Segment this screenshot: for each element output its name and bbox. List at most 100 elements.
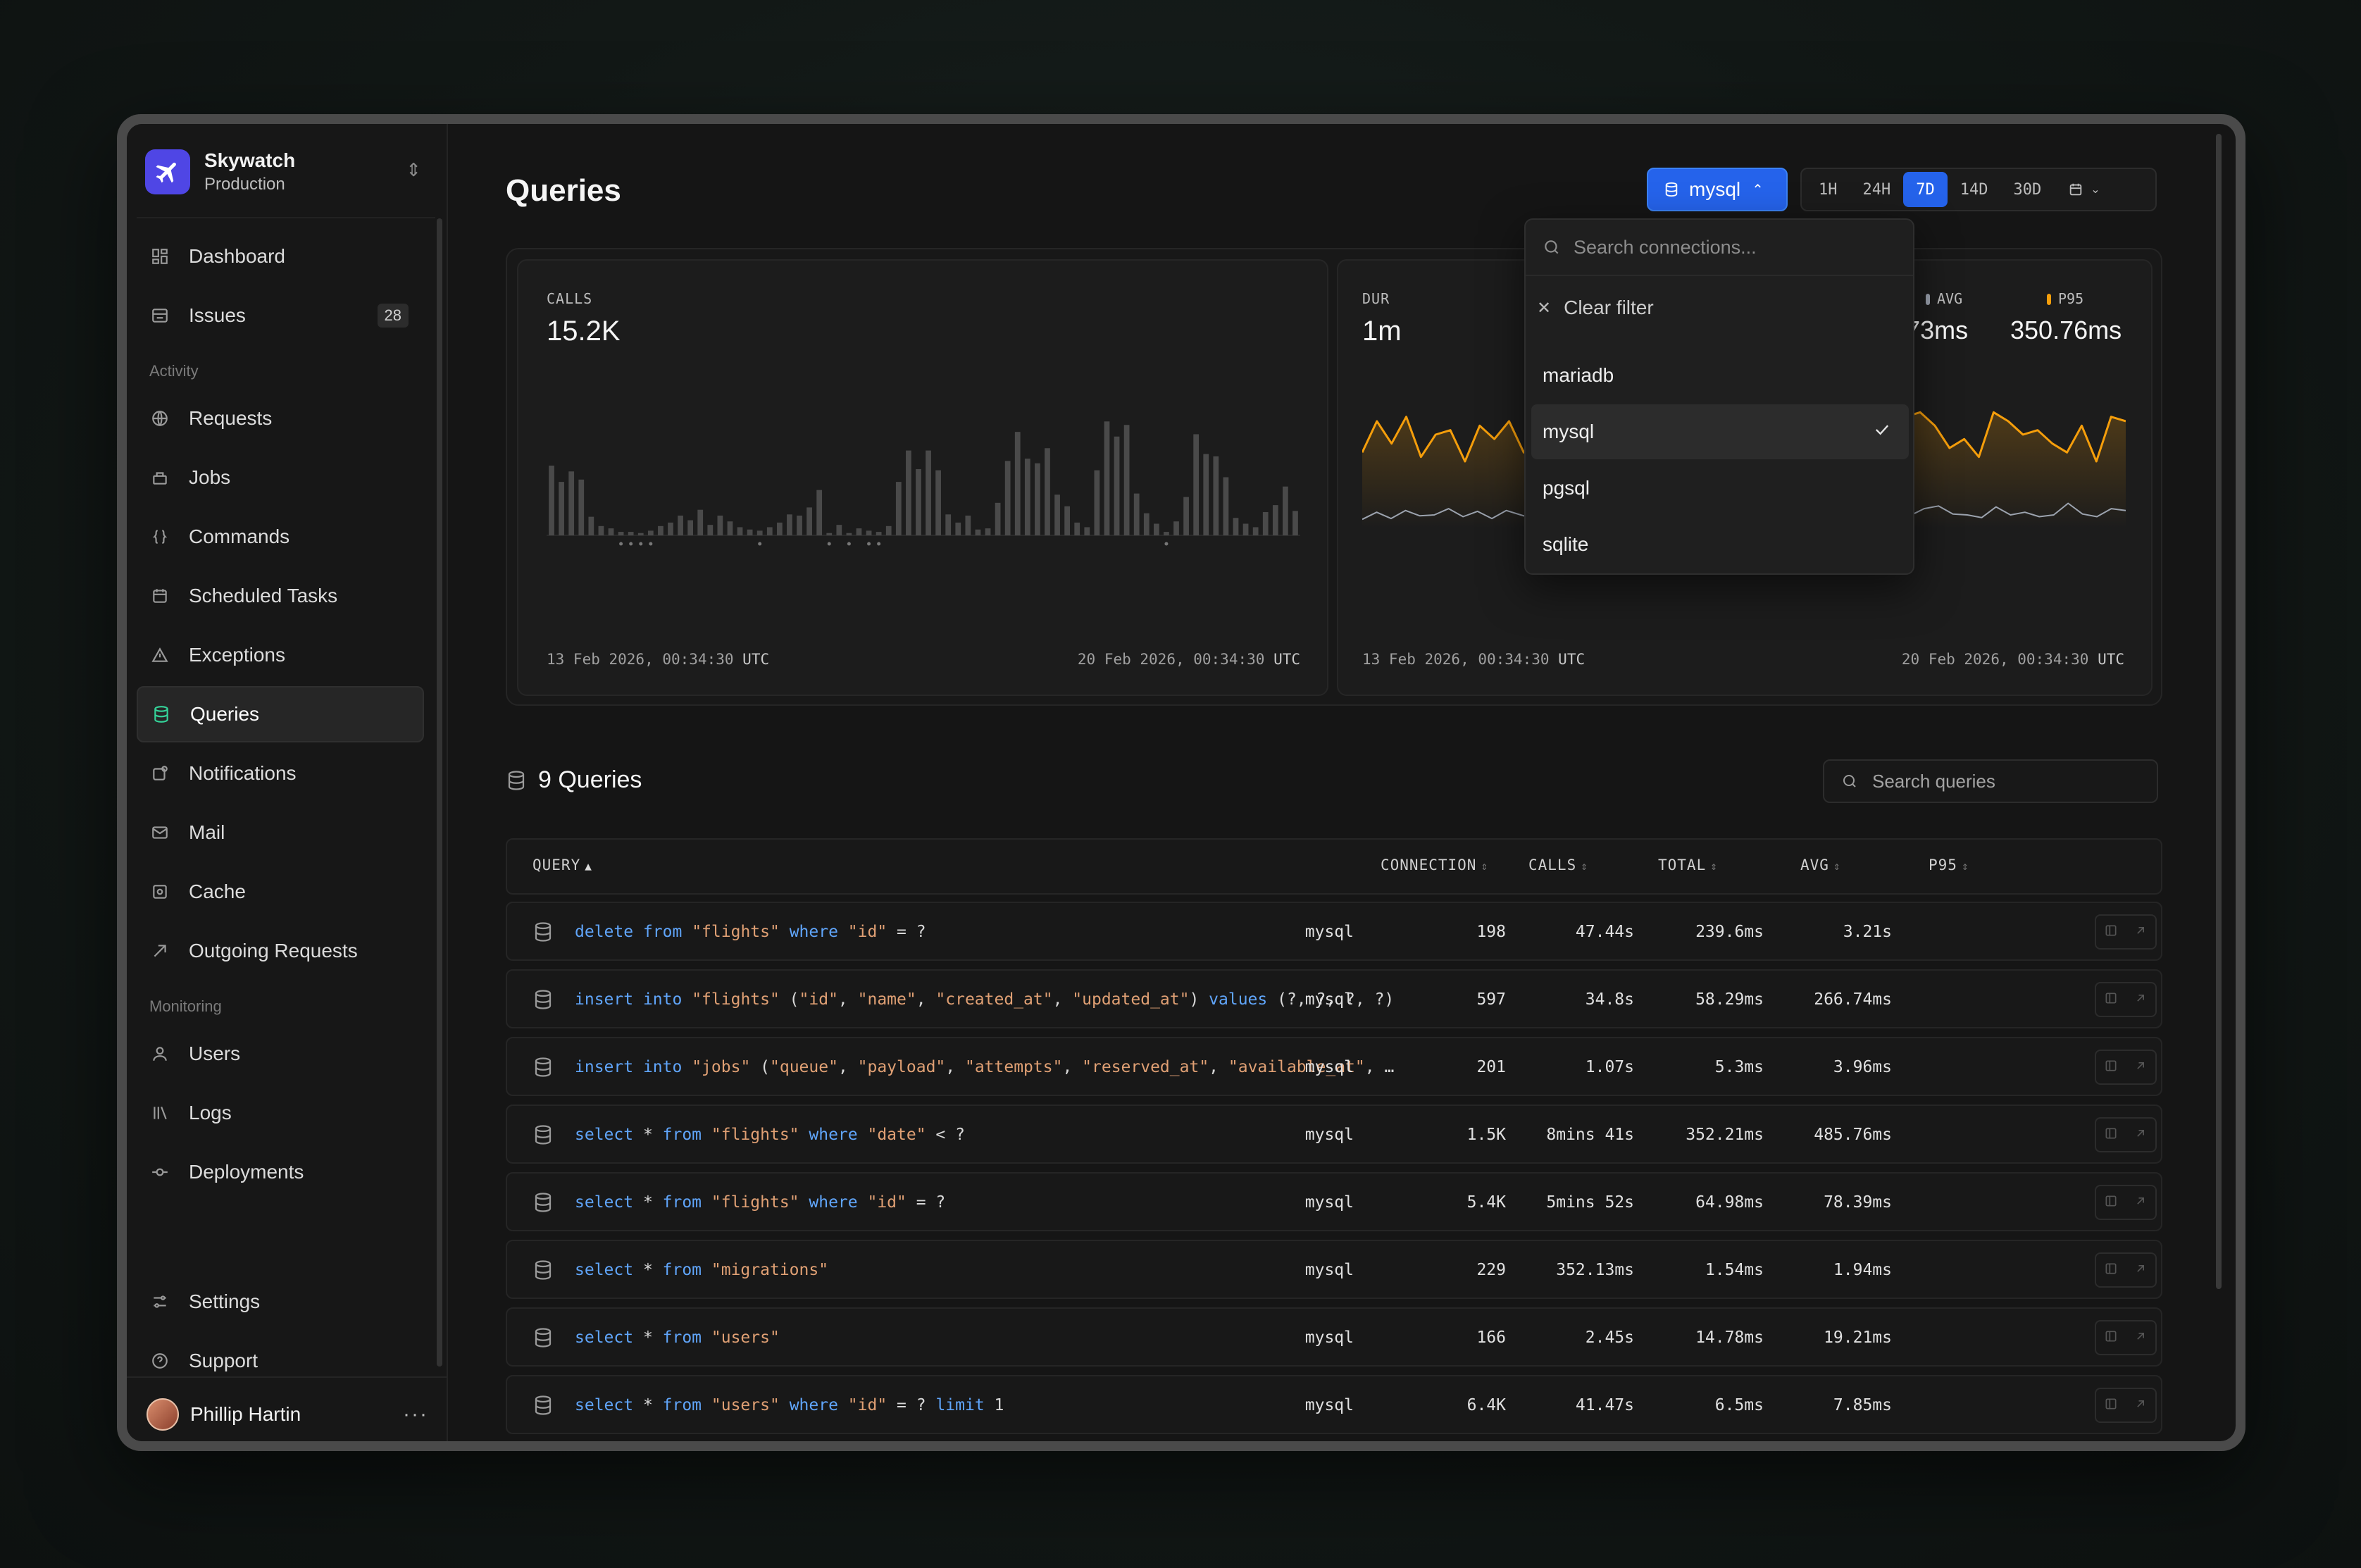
calls-bar [737, 527, 743, 535]
cell-total: 1.07s [1585, 1058, 1634, 1076]
column-label: AVG [1800, 857, 1829, 873]
panel-icon[interactable] [2104, 1329, 2118, 1347]
panel-icon[interactable] [2104, 923, 2118, 941]
open-external-icon[interactable] [2133, 1262, 2148, 1279]
sidebar-item-scheduled-tasks[interactable]: Scheduled Tasks [137, 568, 424, 624]
table-row[interactable]: select * from "users" where "id" = ? lim… [506, 1375, 2162, 1434]
sidebar-item-outgoing-requests[interactable]: Outgoing Requests [137, 923, 424, 979]
clear-filter-button[interactable]: ✕ Clear filter [1537, 286, 1654, 330]
custom-range-button[interactable]: ⌄ [2058, 182, 2110, 197]
connection-option-sqlite[interactable]: sqlite [1531, 517, 1909, 572]
column-connection[interactable]: CONNECTION ⇕ [1381, 857, 1488, 873]
sidebar-item-notifications[interactable]: Notifications [137, 745, 424, 802]
sidebar-item-cache[interactable]: Cache [137, 864, 424, 920]
sidebar-item-label: Issues [189, 304, 246, 326]
table-row[interactable]: delete from "flights" where "id" = ? mysq… [506, 902, 2162, 961]
more-icon[interactable]: ··· [403, 1402, 428, 1426]
open-external-icon[interactable] [2133, 1194, 2148, 1212]
sidebar-item-support[interactable]: Support [137, 1333, 424, 1389]
column-total[interactable]: TOTAL ⇕ [1658, 857, 1718, 873]
column-p95[interactable]: P95 ⇕ [1929, 857, 1969, 873]
range-14d[interactable]: 14D [1960, 180, 1988, 199]
table-row[interactable]: select * from "users" mysql 166 2.45s 14.78m… [506, 1307, 2162, 1367]
sort-icon: ⇕ [1581, 859, 1588, 873]
panel-icon[interactable] [2104, 1262, 2118, 1279]
range-7d[interactable]: 7D [1903, 172, 1948, 207]
calls-bar [806, 507, 812, 535]
open-external-icon[interactable] [2133, 1059, 2148, 1076]
sql-token: select [575, 1193, 634, 1212]
check-icon [1872, 420, 1892, 444]
connection-option-pgsql[interactable]: pgsql [1531, 461, 1909, 516]
sidebar-item-jobs[interactable]: Jobs [137, 449, 424, 506]
calls-bar [895, 482, 902, 535]
panel-icon[interactable] [2104, 1194, 2118, 1212]
sidebar-item-commands[interactable]: Commands [137, 509, 424, 565]
connection-option-mysql[interactable]: mysql [1531, 404, 1909, 459]
open-external-icon[interactable] [2133, 1126, 2148, 1144]
sidebar-item-deployments[interactable]: Deployments [137, 1144, 424, 1200]
sidebar-item-exceptions[interactable]: Exceptions [137, 627, 424, 683]
panel-icon[interactable] [2104, 1126, 2118, 1144]
sidebar-item-settings[interactable]: Settings [137, 1274, 424, 1330]
table-row[interactable]: select * from "flights" where "id" = ? my… [506, 1172, 2162, 1231]
sql-token: insert [575, 990, 634, 1009]
connection-filter-button[interactable]: mysql ⌃ [1647, 168, 1788, 211]
dashboard-icon [149, 246, 170, 267]
sidebar-item-logs[interactable]: Logs [137, 1085, 424, 1141]
open-external-icon[interactable] [2133, 923, 2148, 941]
open-external-icon[interactable] [2133, 1397, 2148, 1414]
table-row[interactable]: select * from "migrations" mysql 229 352.13… [506, 1240, 2162, 1299]
sidebar-item-mail[interactable]: Mail [137, 804, 424, 861]
column-calls[interactable]: CALLS ⇕ [1528, 857, 1588, 873]
connection-option-mariadb[interactable]: mariadb [1531, 348, 1909, 403]
sidebar-item-queries[interactable]: Queries [137, 686, 424, 742]
globe-icon [149, 408, 170, 429]
panel-icon[interactable] [2104, 1059, 2118, 1076]
calls-bar [876, 532, 882, 535]
sql-token [799, 1126, 809, 1144]
sidebar-item-dashboard[interactable]: Dashboard [137, 228, 424, 285]
cell-total: 34.8s [1585, 990, 1634, 1009]
cell-p95: 485.76ms [1814, 1126, 1892, 1144]
sql-token: "created_at" [935, 990, 1053, 1009]
panel-icon[interactable] [2104, 1397, 2118, 1414]
search-queries-input[interactable]: Search queries [1823, 759, 2158, 803]
calls-bar [797, 515, 802, 535]
open-external-icon[interactable] [2133, 1329, 2148, 1347]
calls-bar [787, 514, 792, 535]
column-avg[interactable]: AVG ⇕ [1800, 857, 1841, 873]
sidebar-item-label: Deployments [189, 1161, 304, 1183]
project-switcher[interactable]: Skywatch Production ⇕ [137, 134, 435, 210]
main-scrollbar[interactable] [2216, 134, 2222, 1289]
sql-token: select [575, 1329, 634, 1347]
sidebar-item-issues[interactable]: Issues 28 [137, 287, 424, 344]
option-label: pgsql [1543, 477, 1590, 499]
mail-icon [149, 822, 170, 843]
range-1h[interactable]: 1H [1819, 180, 1838, 199]
search-connections-input[interactable]: Search connections... [1526, 220, 1913, 276]
sidebar-scrollbar[interactable] [437, 218, 442, 1367]
sql-token [702, 1193, 711, 1212]
start-date-text: 13 Feb 2026, 00:34:30 [1362, 651, 1550, 668]
sidebar-item-users[interactable]: Users [137, 1026, 424, 1082]
open-external-icon[interactable] [2133, 991, 2148, 1009]
sql-token [858, 1193, 868, 1212]
column-label: CONNECTION [1381, 857, 1477, 873]
range-30d[interactable]: 30D [2013, 180, 2042, 199]
calls-bar [647, 530, 654, 535]
calls-bar [816, 490, 823, 535]
table-row[interactable]: insert into "jobs" ("queue", "payload" , … [506, 1037, 2162, 1096]
table-row[interactable]: insert into "flights" ("id", "name", "cr… [506, 969, 2162, 1028]
table-row[interactable]: select * from "flights" where "date" < ?… [506, 1105, 2162, 1164]
range-24h[interactable]: 24H [1862, 180, 1891, 199]
user-menu[interactable]: Phillip Hartin ··· [147, 1385, 428, 1441]
calls-bar [1272, 505, 1278, 535]
sidebar-item-requests[interactable]: Requests [137, 390, 424, 447]
missing-data-dot [649, 542, 653, 546]
column-query[interactable]: QUERY ▲ [532, 857, 592, 873]
calls-bar [1133, 493, 1140, 535]
sidebar-item-label: Requests [189, 407, 273, 429]
calls-bar [1064, 506, 1071, 535]
panel-icon[interactable] [2104, 991, 2118, 1009]
